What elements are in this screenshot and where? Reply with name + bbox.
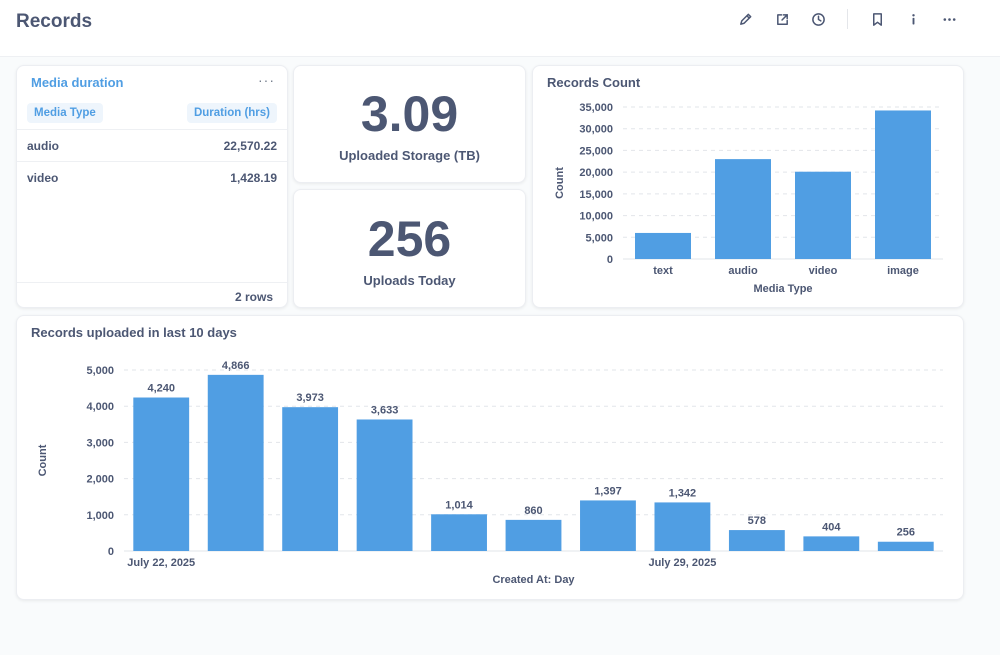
table-row[interactable]: audio 22,570.22: [17, 129, 287, 161]
x-axis-title: Media Type: [753, 283, 812, 295]
scalar-value: 256: [367, 211, 452, 267]
y-tick-label: 0: [108, 546, 114, 558]
records-count-card: Records Count 0 5,000 10,000 15,000 20,000 25…: [532, 65, 964, 308]
bar-july-26-2025[interactable]: [431, 514, 487, 551]
bar-july-29-2025[interactable]: [654, 502, 711, 551]
info-icon[interactable]: [902, 8, 924, 30]
cell-duration: 1,428.19: [230, 171, 277, 185]
cell-duration: 22,570.22: [223, 139, 277, 153]
x-tick-label: July 29, 2025: [648, 557, 716, 569]
bar-image[interactable]: [875, 110, 931, 259]
bar-july-23-2025[interactable]: [207, 374, 264, 551]
uploads-today-card[interactable]: 256 Uploads Today: [293, 189, 526, 308]
media-duration-card: Media duration ··· Media Type Duration (…: [16, 65, 288, 308]
y-tick-label: 5,000: [86, 365, 114, 377]
bar-audio[interactable]: [715, 159, 771, 259]
y-tick-label: 2,000: [86, 474, 114, 486]
chart-title[interactable]: Records uploaded in last 10 days: [31, 325, 237, 340]
bar-july-28-2025[interactable]: [580, 500, 636, 551]
y-tick-label: 25,000: [579, 145, 613, 157]
x-tick-label: audio: [728, 265, 758, 277]
bar-july-24-2025[interactable]: [282, 407, 339, 551]
x-tick-label: image: [887, 265, 919, 277]
top-bar: Records: [0, 0, 1000, 57]
records-daily-chart: 0 1,000 2,000 3,000 4,000 5,000 4,240 July 22, …: [37, 360, 943, 586]
bar-july-27-2025[interactable]: [505, 519, 562, 551]
bar-july-31-2025[interactable]: [803, 536, 860, 551]
row-count: 2 rows: [234, 290, 273, 304]
x-tick-label: text: [653, 265, 673, 277]
y-axis-title: Count: [37, 444, 49, 476]
x-tick-label: July 22, 2025: [127, 557, 195, 569]
bar-text[interactable]: [635, 232, 691, 259]
y-tick-label: 1,000: [86, 510, 114, 522]
clock-icon[interactable]: [807, 8, 829, 30]
uploaded-storage-card[interactable]: 3.09 Uploaded Storage (TB): [293, 65, 526, 183]
x-tick-label: video: [809, 265, 838, 277]
data-label: 256: [897, 527, 915, 539]
media-duration-title[interactable]: Media duration: [31, 75, 124, 90]
records-last-10-days-card: Records uploaded in last 10 days 0 1,000 2…: [16, 315, 964, 600]
y-tick-label: 20,000: [579, 167, 613, 179]
data-label: 4,866: [222, 360, 250, 372]
data-label: 578: [748, 515, 766, 527]
scalar-label: Uploads Today: [363, 273, 456, 288]
more-icon[interactable]: [938, 8, 960, 30]
table-row[interactable]: video 1,428.19: [17, 161, 287, 193]
bar-july-22-2025[interactable]: [133, 397, 190, 551]
data-label: 1,397: [594, 485, 622, 497]
cell-media-type: audio: [27, 139, 59, 153]
data-label: 4,240: [147, 383, 175, 395]
data-label: 1,342: [669, 487, 697, 499]
bar-august-1-2025[interactable]: [877, 541, 934, 551]
y-tick-label: 3,000: [86, 437, 114, 449]
bar-july-30-2025[interactable]: [728, 530, 785, 551]
y-tick-label: 10,000: [579, 211, 613, 223]
y-tick-label: 5,000: [585, 232, 613, 244]
data-label: 860: [524, 505, 542, 517]
chart-title[interactable]: Records Count: [547, 75, 641, 90]
share-icon[interactable]: [771, 8, 793, 30]
records-count-chart: 0 5,000 10,000 15,000 20,000 25,000 30,000 35,0…: [554, 102, 943, 295]
scalar-label: Uploaded Storage (TB): [339, 148, 480, 163]
pencil-icon[interactable]: [734, 8, 756, 30]
scalar-value: 3.09: [360, 86, 459, 142]
y-tick-label: 15,000: [579, 189, 613, 201]
toolbar-divider: [847, 9, 848, 29]
bar-video[interactable]: [795, 171, 851, 259]
y-tick-label: 30,000: [579, 124, 613, 136]
column-header-duration[interactable]: Duration (hrs): [186, 103, 277, 123]
data-label: 1,014: [445, 499, 473, 511]
x-axis-title: Created At: Day: [492, 574, 575, 586]
bar-july-25-2025[interactable]: [356, 419, 413, 551]
y-axis-title: Count: [554, 167, 566, 199]
y-tick-label: 35,000: [579, 102, 613, 114]
y-tick-label: 0: [607, 254, 613, 266]
data-label: 3,973: [296, 392, 324, 404]
data-label: 3,633: [371, 404, 399, 416]
bookmark-icon[interactable]: [866, 8, 888, 30]
data-label: 404: [822, 521, 841, 533]
column-header-media-type[interactable]: Media Type: [27, 103, 103, 123]
y-tick-label: 4,000: [86, 401, 114, 413]
card-menu-icon[interactable]: ···: [258, 72, 275, 88]
cell-media-type: video: [27, 171, 59, 185]
table-footer: 2 rows: [17, 282, 287, 308]
page-title: Records: [16, 11, 93, 32]
